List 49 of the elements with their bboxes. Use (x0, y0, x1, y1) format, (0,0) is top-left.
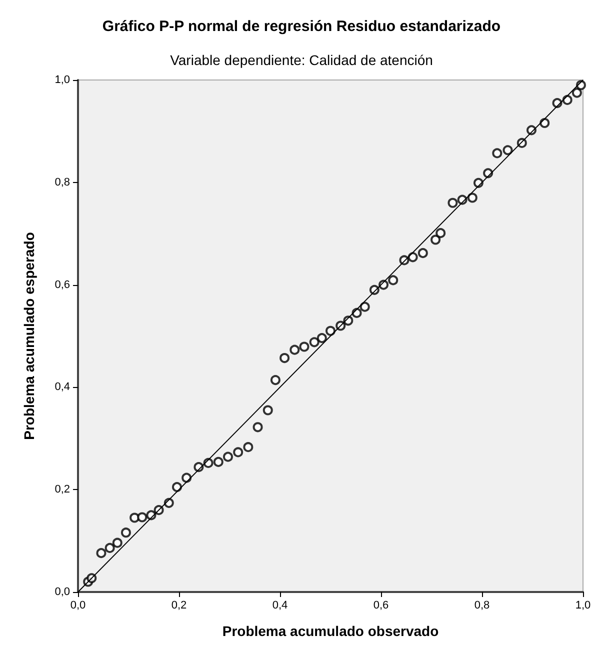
y-axis-title: Problema acumulado esperado (21, 232, 37, 440)
point (290, 344, 300, 355)
point (436, 228, 446, 238)
point (343, 316, 354, 326)
point (360, 302, 370, 312)
x-tick-label: 0,8 (474, 600, 490, 612)
point (572, 88, 582, 98)
point (243, 442, 254, 452)
x-tick-label: 0,6 (373, 600, 389, 612)
point (112, 538, 122, 548)
point (309, 337, 320, 348)
point (408, 252, 418, 262)
point (562, 94, 572, 105)
y-tick-label: 0,4 (54, 381, 70, 394)
point (96, 548, 106, 558)
y-tick-label: 0,2 (54, 484, 70, 496)
point (430, 234, 441, 245)
x-tick-label: 0,4 (272, 600, 288, 612)
point (233, 447, 244, 458)
point (252, 422, 263, 432)
chart-title: Gráfico P-P normal de regresión Residuo estandarizado (102, 18, 501, 35)
point (262, 405, 273, 416)
point (326, 326, 336, 336)
y-tick-label: 0,8 (54, 176, 70, 188)
x-axis-title: Problema acumulado observado (222, 623, 439, 639)
point (316, 333, 327, 344)
point (222, 452, 233, 462)
x-tick-label: 0,0 (70, 600, 86, 612)
point (299, 342, 310, 352)
point (280, 353, 290, 364)
point (104, 542, 115, 553)
point (270, 375, 280, 386)
point (172, 482, 182, 492)
point (502, 145, 513, 156)
y-tick-label: 0,0 (54, 586, 70, 598)
chart-subtitle: Variable dependiente: Calidad de atención (170, 52, 433, 68)
x-tick-label: 1,0 (575, 600, 591, 612)
x-tick-label: 0,2 (171, 600, 187, 612)
point (120, 528, 131, 538)
point (448, 198, 458, 208)
point (164, 498, 174, 508)
y-tick-label: 1,0 (54, 74, 70, 86)
point (137, 512, 148, 522)
point (467, 192, 478, 203)
point (418, 248, 428, 258)
point (388, 275, 398, 286)
y-tick-label: 0,6 (54, 278, 70, 291)
point (213, 456, 224, 467)
point (492, 148, 502, 158)
